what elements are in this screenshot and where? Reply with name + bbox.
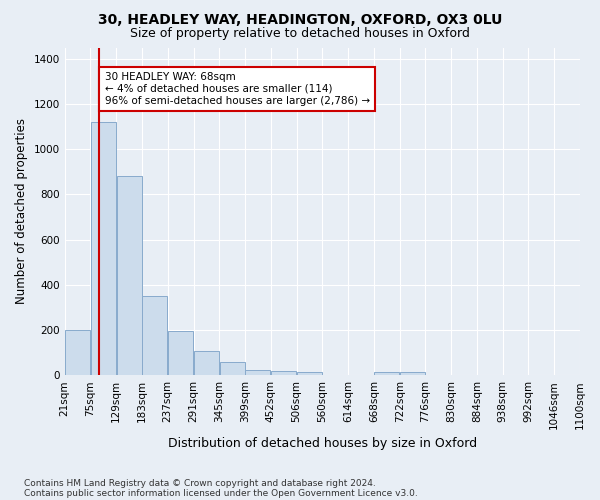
Bar <box>297 372 322 375</box>
Bar <box>374 372 399 375</box>
Text: Size of property relative to detached houses in Oxford: Size of property relative to detached ho… <box>130 28 470 40</box>
Text: 30, HEADLEY WAY, HEADINGTON, OXFORD, OX3 0LU: 30, HEADLEY WAY, HEADINGTON, OXFORD, OX3… <box>98 12 502 26</box>
Bar <box>400 372 425 375</box>
Text: Contains HM Land Registry data © Crown copyright and database right 2024.: Contains HM Land Registry data © Crown c… <box>24 478 376 488</box>
Text: 30 HEADLEY WAY: 68sqm
← 4% of detached houses are smaller (114)
96% of semi-deta: 30 HEADLEY WAY: 68sqm ← 4% of detached h… <box>104 72 370 106</box>
Bar <box>271 370 296 375</box>
Bar <box>168 331 193 375</box>
Bar <box>194 352 219 375</box>
Bar <box>220 362 245 375</box>
X-axis label: Distribution of detached houses by size in Oxford: Distribution of detached houses by size … <box>168 437 477 450</box>
Y-axis label: Number of detached properties: Number of detached properties <box>15 118 28 304</box>
Bar <box>65 330 90 375</box>
Bar <box>245 370 271 375</box>
Bar <box>91 122 116 375</box>
Bar <box>142 296 167 375</box>
Bar <box>116 176 142 375</box>
Text: Contains public sector information licensed under the Open Government Licence v3: Contains public sector information licen… <box>24 488 418 498</box>
